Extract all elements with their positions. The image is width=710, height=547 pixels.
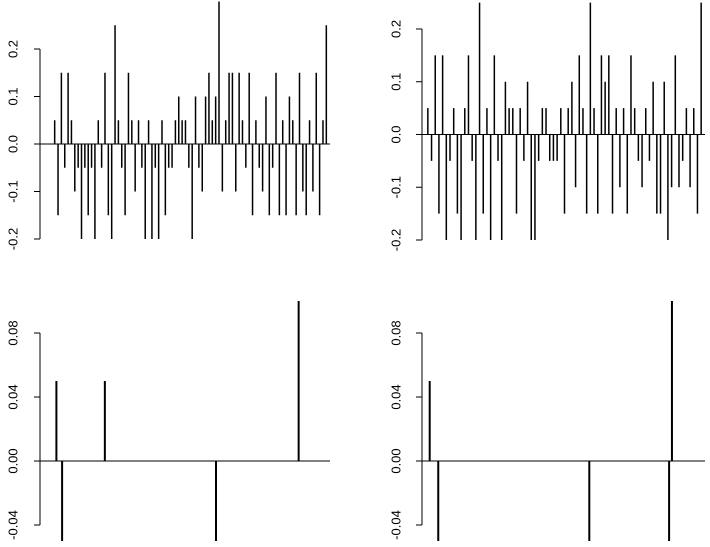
panel: -0.04 0.00 0.04 0.08 xyxy=(5,301,330,541)
y-tick-label: 0.00 xyxy=(5,448,20,473)
y-tick-label: -0.2 xyxy=(5,228,20,250)
y-tick-label: 0.2 xyxy=(5,40,20,58)
y-tick-label: 0.04 xyxy=(388,384,403,409)
y-tick-label: 0.00 xyxy=(388,448,403,473)
y-tick-label: 0.1 xyxy=(5,87,20,105)
panel: -0.2 -0.1 0.0 0.1 0.2 xyxy=(5,1,330,250)
y-tick-label: -0.04 xyxy=(5,510,20,540)
y-tick-label: 0.08 xyxy=(388,320,403,345)
panel: -0.04 0.00 0.04 0.08 xyxy=(388,301,705,541)
y-tick-label: -0.04 xyxy=(388,510,403,540)
y-tick-label: 0.1 xyxy=(388,73,403,91)
y-tick-label: 0.0 xyxy=(5,135,20,153)
y-tick-label: -0.1 xyxy=(388,176,403,198)
y-tick-label: 0.0 xyxy=(388,125,403,143)
y-tick-label: 0.08 xyxy=(5,320,20,345)
y-tick-label: -0.2 xyxy=(388,229,403,251)
y-tick-label: -0.1 xyxy=(5,180,20,202)
y-tick-label: 0.2 xyxy=(388,20,403,38)
panel: -0.2 -0.1 0.0 0.1 0.2 xyxy=(388,2,705,251)
y-tick-label: 0.04 xyxy=(5,384,20,409)
